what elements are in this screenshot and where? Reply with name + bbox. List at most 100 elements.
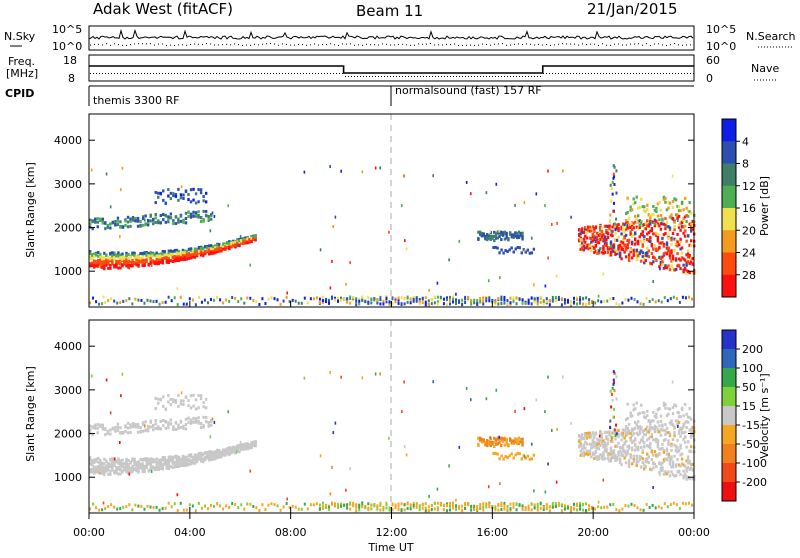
scatter-cell [95, 260, 98, 264]
nsearch-dot [562, 43, 563, 45]
nave-dot [255, 73, 256, 74]
scatter-cell [99, 255, 102, 259]
scatter-cell [129, 255, 132, 259]
scatter-cell [649, 425, 652, 429]
scatter-cell [662, 244, 666, 248]
scatter-cell [612, 370, 615, 374]
scatter-cell [218, 242, 221, 246]
scatter-cell [512, 439, 515, 443]
scatter-cell [276, 298, 279, 302]
scatter-cell [116, 301, 119, 305]
nsearch-dot [470, 44, 471, 46]
scatter-cell [153, 253, 156, 257]
scatter-cell [606, 505, 609, 509]
scatter-cell [569, 300, 572, 304]
scatter-cell [405, 453, 408, 457]
scatter-cell [432, 380, 434, 384]
nsearch-dot [474, 44, 475, 46]
x-tick-label: 20:00 [577, 526, 609, 539]
scatter-cell [643, 209, 646, 213]
scatter-cell [240, 447, 243, 451]
nave-dot [450, 76, 451, 77]
scatter-cell [512, 296, 515, 300]
scatter-cell [639, 508, 642, 512]
scatter-cell [214, 248, 217, 252]
nave-dot [375, 76, 376, 77]
scatter-cell [653, 256, 657, 260]
scatter-cell [563, 301, 566, 305]
scatter-cell [664, 266, 667, 270]
scatter-cell [99, 468, 102, 472]
nave-dot [150, 73, 151, 74]
scatter-cell [127, 265, 130, 269]
scatter-cell [97, 254, 100, 258]
scatter-cell [498, 437, 501, 441]
scatter-cell [179, 457, 183, 461]
nave-dot [459, 76, 460, 77]
scatter-cell [155, 299, 158, 303]
scatter-cell [685, 459, 688, 463]
scatter-cell [121, 458, 124, 462]
scatter-cell [501, 437, 505, 441]
scatter-cell [691, 271, 694, 275]
scatter-cell [136, 216, 140, 220]
nsearch-dot [646, 43, 647, 45]
scatter-cell [682, 463, 685, 467]
scatter-cell [303, 376, 306, 380]
scatter-cell [602, 451, 605, 455]
nsearch-dot [490, 44, 491, 46]
scatter-cell [184, 221, 188, 225]
scatter-cell [439, 297, 442, 301]
scatter-cell [455, 298, 458, 302]
scatter-cell [661, 424, 664, 428]
nsearch-dot [690, 44, 691, 46]
nsearch-dot [534, 44, 535, 46]
scatter-cell [682, 431, 685, 435]
scatter-cell [637, 448, 640, 452]
scatter-cell [612, 172, 615, 176]
nsearch-dot [410, 44, 411, 46]
scatter-cell [626, 210, 629, 214]
scatter-cell [494, 302, 497, 306]
scatter-cell [599, 438, 602, 442]
scatter-cell [218, 453, 221, 457]
nsearch-dot [158, 43, 159, 45]
scatter-cell [649, 446, 652, 450]
scatter-cell [638, 223, 641, 227]
scatter-cell [623, 429, 626, 433]
scatter-cell [103, 260, 106, 264]
nsearch-dot [214, 44, 215, 46]
scatter-cell [164, 407, 168, 411]
nave-dot [330, 73, 331, 74]
scatter-cell [657, 505, 660, 509]
scatter-cell [486, 439, 489, 443]
scatter-cell [611, 435, 614, 439]
scatter-cell [131, 264, 134, 268]
scatter-cell [608, 459, 611, 463]
scatter-cell [181, 257, 185, 261]
scatter-cell [214, 452, 217, 456]
scatter-cell [624, 245, 628, 249]
scatter-cell [640, 249, 643, 253]
scatter-cell [141, 251, 144, 255]
scatter-cell [518, 503, 521, 507]
scatter-cell [661, 260, 664, 264]
scatter-cell [179, 256, 183, 260]
scatter-cell [222, 507, 225, 511]
nave-dot [96, 73, 97, 74]
scatter-cell [632, 253, 635, 257]
scatter-cell [167, 220, 170, 224]
scatter-cell [117, 266, 120, 270]
scatter-cell [230, 448, 233, 452]
scatter-cell [432, 174, 434, 178]
scatter-cell [624, 248, 628, 252]
scatter-cell [182, 399, 185, 403]
scatter-cell [146, 219, 150, 223]
scatter-cell [232, 450, 235, 454]
scatter-cell [591, 506, 594, 510]
scatter-cell [679, 240, 682, 244]
scatter-cell [485, 397, 488, 401]
scatter-cell [617, 235, 620, 239]
scatter-cell [124, 223, 127, 227]
scatter-cell [539, 295, 542, 299]
